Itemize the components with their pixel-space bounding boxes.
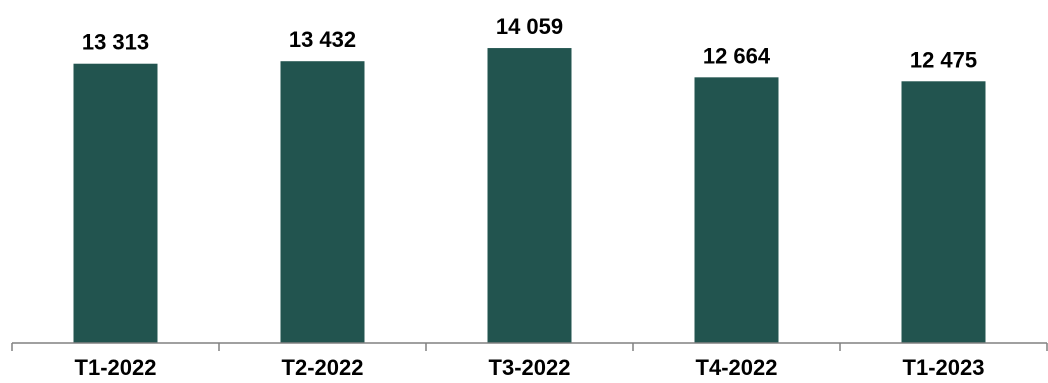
bar-t3-2022: [487, 48, 572, 344]
value-label-t4-2022: 12 664: [703, 43, 771, 68]
x-axis-tick-labels: T1-2022 T2-2022 T3-2022 T4-2022 T1-2023: [75, 355, 985, 380]
value-labels-group: 13 313 13 432 14 059 12 664 12 475: [82, 14, 977, 72]
value-label-t2-2022: 13 432: [289, 27, 356, 52]
x-axis: [11, 342, 1048, 351]
bar-t1-2023: [901, 81, 986, 343]
x-tick-label-t4-2022: T4-2022: [696, 355, 778, 380]
bars-group: [73, 48, 986, 344]
x-tick-label-t1-2023: T1-2023: [903, 355, 985, 380]
value-label-t1-2022: 13 313: [82, 30, 149, 55]
value-label-t3-2022: 14 059: [496, 14, 563, 39]
bar-t4-2022: [694, 77, 779, 344]
x-tick-label-t1-2022: T1-2022: [75, 355, 157, 380]
x-tick-label-t2-2022: T2-2022: [282, 355, 364, 380]
bar-t1-2022: [73, 63, 158, 344]
x-tick-label-t3-2022: T3-2022: [489, 355, 571, 380]
value-label-t1-2023: 12 475: [910, 47, 977, 72]
bar-t2-2022: [280, 61, 365, 343]
